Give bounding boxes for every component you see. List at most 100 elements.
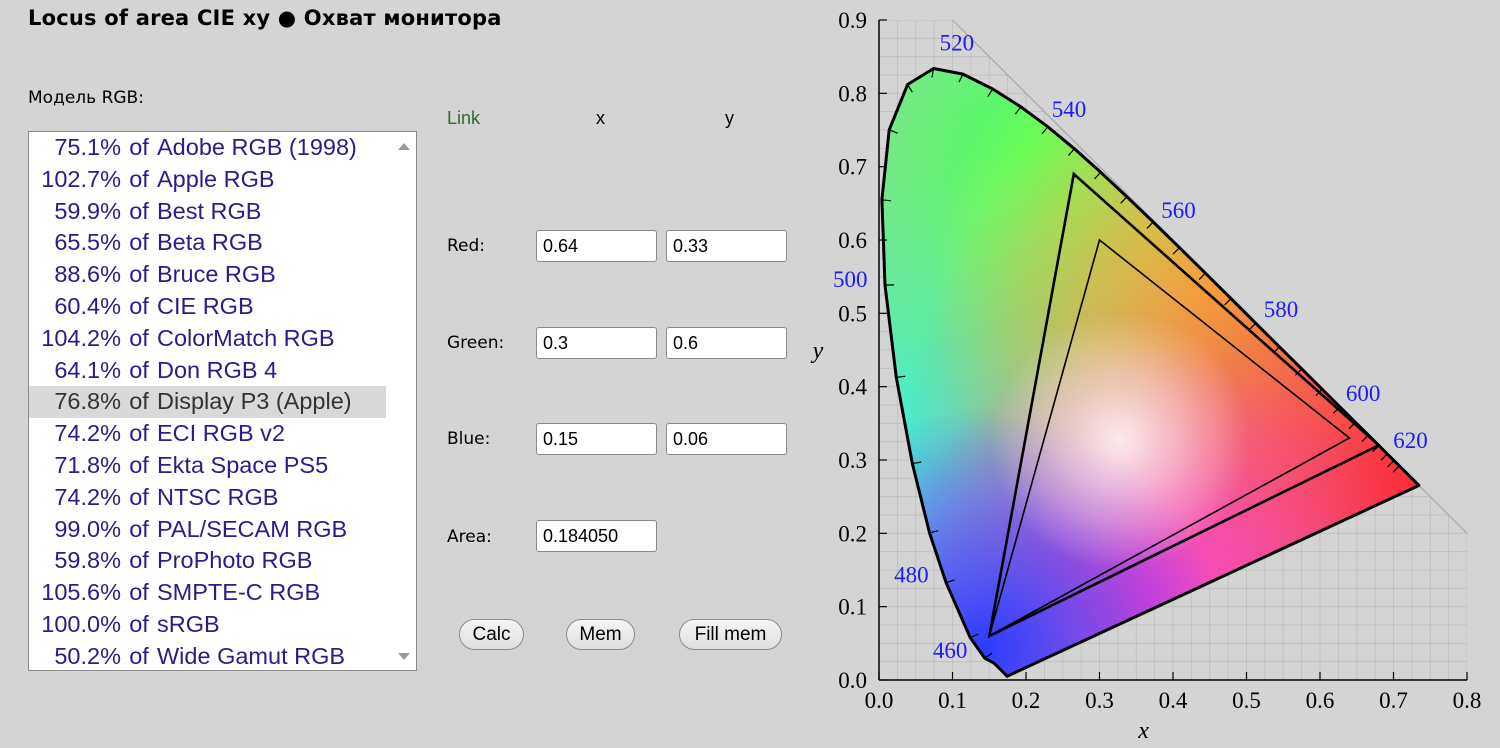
rgb-model-coverage: 64.1% [54,356,121,383]
locus-tick [931,68,935,78]
red-label: Red: [447,236,486,256]
rgb-model-of: of [129,483,149,510]
scroll-up-arrow-icon[interactable] [398,143,410,150]
rgb-model-of: of [129,515,149,542]
green-y-input[interactable]: 0.6 [666,327,787,359]
rgb-model-of: of [129,420,149,447]
rgb-model-item[interactable]: 59.8% of ProPhoto RGB [29,545,386,577]
y-tick-label: 0.5 [838,301,867,326]
gamut-triangles [987,171,1382,639]
blue-y-input[interactable]: 0.06 [666,423,787,455]
red-x-input[interactable]: 0.64 [536,230,657,262]
area-output: 0.184050 [536,520,657,552]
rgb-model-item[interactable]: 104.2% of ColorMatch RGB [29,323,386,355]
wavelength-label: 580 [1264,297,1299,322]
rgb-model-name: PAL/SECAM RGB [157,515,348,542]
y-tick-label: 0.4 [838,375,867,400]
gamut-inner-triangle [988,238,1351,638]
rgb-model-of: of [129,261,149,288]
rgb-model-name: Ekta Space PS5 [157,451,329,478]
rgb-model-item[interactable]: 105.6% of SMPTE-C RGB [29,577,386,609]
rgb-model-item[interactable]: 60.4% of CIE RGB [29,291,386,323]
rgb-model-coverage: 88.6% [54,261,121,288]
locus-tick [1172,247,1180,255]
rgb-model-item[interactable]: 74.2% of NTSC RGB [29,482,386,514]
wavelength-label: 460 [933,638,968,663]
rgb-model-item[interactable]: 71.8% of Ekta Space PS5 [29,450,386,482]
rgb-model-coverage: 50.2% [54,642,121,669]
locus-tick [1014,106,1022,115]
rgb-model-name: Apple RGB [157,165,275,192]
y-tick-label: 0.0 [838,668,867,693]
locus-tick [888,129,898,134]
locus-tick [1387,460,1395,468]
rgb-model-item[interactable]: 76.8% of Display P3 (Apple) [29,386,386,419]
rgb-model-coverage: 74.2% [54,420,121,447]
wavelength-label: 540 [1052,97,1087,122]
area-label: Area: [447,527,492,547]
page-title: Locus of area CIE xy ● Охват монитора [28,6,502,30]
blue-label: Blue: [447,429,491,449]
rgb-model-coverage: 71.8% [54,451,121,478]
rgb-model-of: of [129,356,149,383]
green-x-input[interactable]: 0.3 [536,327,657,359]
rgb-model-name: ColorMatch RGB [157,324,335,351]
rgb-model-of: of [129,165,149,192]
x-tick-label: 0.1 [938,688,967,713]
x-tick-label: 0.8 [1453,688,1482,713]
rgb-model-name: Bruce RGB [157,261,276,288]
mem-button[interactable]: Mem [566,619,635,650]
y-tick-label: 0.9 [838,8,867,33]
y-column-header: y [725,108,734,128]
blue-x-input[interactable]: 0.15 [536,423,657,455]
x-tick-label: 0.0 [865,688,894,713]
rgb-model-coverage: 59.9% [54,197,121,224]
locus-tick [1248,322,1257,330]
x-tick-label: 0.2 [1012,688,1041,713]
wavelength-label: 520 [940,31,975,56]
rgb-model-of: of [129,292,149,319]
wavelength-label: 620 [1393,428,1428,453]
rgb-model-item[interactable]: 59.9% of Best RGB [29,196,386,228]
rgb-model-item[interactable]: 50.2% of Wide Gamut RGB [29,641,386,670]
rgb-model-coverage: 76.8% [54,388,121,415]
rgb-model-name: SMPTE-C RGB [157,579,321,606]
rgb-model-of: of [129,579,149,606]
red-y-input[interactable]: 0.33 [666,230,787,262]
link-header[interactable]: Link [447,108,481,128]
rgb-model-item[interactable]: 74.2% of ECI RGB v2 [29,418,386,450]
locus-tick [1224,298,1232,306]
rgb-model-coverage: 105.6% [41,579,121,606]
rgb-model-name: Display P3 (Apple) [157,388,352,415]
rgb-model-item[interactable]: 88.6% of Bruce RGB [29,259,386,291]
fill-mem-button[interactable]: Fill mem [679,619,782,650]
locus-tick [1392,465,1400,473]
calc-button[interactable]: Calc [459,619,524,650]
locus-tick [929,530,939,534]
rgb-model-of: of [129,388,149,415]
spectral-locus-curve [880,67,1421,678]
locus-tick [1120,196,1128,204]
locus-tick [984,652,993,659]
rgb-model-item[interactable]: 102.7% of Apple RGB [29,164,386,196]
rgb-model-name: Don RGB 4 [157,356,278,383]
rgb-model-item[interactable]: 75.1% of Adobe RGB (1998) [29,132,386,164]
rgb-model-item[interactable]: 100.0% of sRGB [29,609,386,641]
scroll-down-arrow-icon[interactable] [398,653,410,660]
rgb-model-label: Модель RGB: [28,88,144,108]
green-label: Green: [447,333,505,353]
rgb-model-listbox[interactable]: 75.1% of Adobe RGB (1998) 102.7% of Apple RGB… [28,131,417,671]
spectral-locus [880,67,1421,678]
rgb-model-item[interactable]: 64.1% of Don RGB 4 [29,355,386,387]
locus-tick [969,633,979,639]
rgb-model-item[interactable]: 99.0% of PAL/SECAM RGB [29,514,386,546]
wavelength-label: 480 [894,563,929,588]
rgb-model-item[interactable]: 65.5% of Beta RGB [29,227,386,259]
rgb-model-coverage: 59.8% [54,547,121,574]
locus-tick [1198,272,1206,281]
rgb-model-of: of [129,324,149,351]
wavelength-label: 500 [833,267,868,292]
locus-tick [945,579,955,584]
y-tick-label: 0.1 [838,595,867,620]
